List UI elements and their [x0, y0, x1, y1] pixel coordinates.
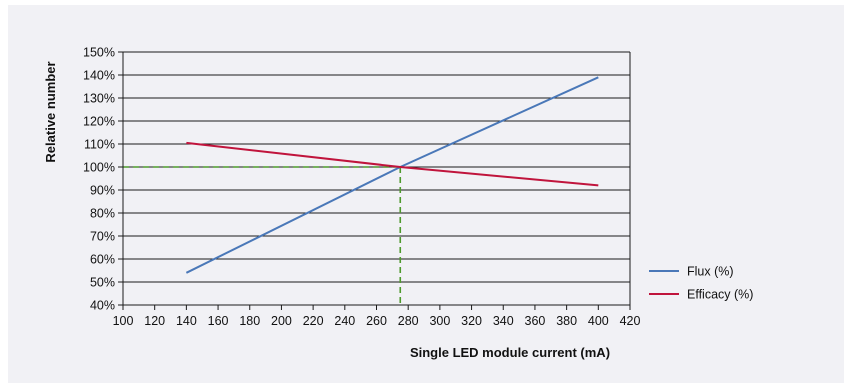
axes — [118, 51, 631, 310]
x-tick-label: 280 — [398, 314, 419, 328]
x-tick-label: 360 — [525, 314, 546, 328]
y-tick-label: 50% — [90, 276, 115, 290]
y-tick-label: 90% — [90, 184, 115, 198]
x-tick-label: 400 — [588, 314, 609, 328]
x-tick-label: 220 — [303, 314, 324, 328]
y-tick-label: 40% — [90, 299, 115, 313]
legend-label: Efficacy (%) — [687, 288, 753, 302]
y-tick-label: 60% — [90, 253, 115, 267]
x-tick-labels: 100 120 140 160 180 200 220 240 260 280 300 320 340 3… — [113, 314, 641, 328]
y-tick-label: 110% — [84, 138, 115, 152]
reference-lines — [123, 166, 402, 305]
y-axis-title: Relative number — [43, 61, 58, 162]
grid-lines — [123, 51, 630, 306]
x-tick-label: 200 — [271, 314, 292, 328]
series-line-1 — [186, 141, 599, 187]
x-tick-label: 340 — [493, 314, 514, 328]
y-tick-label: 140% — [83, 69, 115, 83]
y-tick-label: 130% — [83, 92, 115, 106]
x-tick-label: 120 — [144, 314, 165, 328]
x-tick-label: 100 — [113, 314, 134, 328]
legend: Flux (%) Efficacy (%) — [649, 265, 753, 302]
x-tick-label: 260 — [366, 314, 387, 328]
y-tick-label: 80% — [90, 207, 115, 221]
x-tick-label: 380 — [556, 314, 577, 328]
y-tick-label: 150% — [83, 46, 115, 60]
x-tick-label: 180 — [239, 314, 260, 328]
x-tick-label: 240 — [334, 314, 355, 328]
x-tick-label: 300 — [429, 314, 450, 328]
x-tick-label: 160 — [208, 314, 229, 328]
chart-panel — [8, 5, 844, 383]
series-lines — [185, 76, 599, 274]
y-tick-label: 100% — [83, 161, 115, 175]
y-tick-label: 120% — [83, 115, 115, 129]
x-tick-label: 320 — [461, 314, 482, 328]
x-axis-title: Single LED module current (mA) — [410, 345, 610, 360]
series-line-0 — [185, 76, 599, 274]
y-tick-label: 70% — [90, 230, 115, 244]
x-tick-label: 420 — [620, 314, 641, 328]
legend-label: Flux (%) — [687, 265, 734, 279]
x-tick-label: 140 — [176, 314, 197, 328]
y-tick-labels: 40% 50% 60% 70% 80% 90% 100% 110% 120% 130% 140% 15… — [83, 46, 115, 313]
